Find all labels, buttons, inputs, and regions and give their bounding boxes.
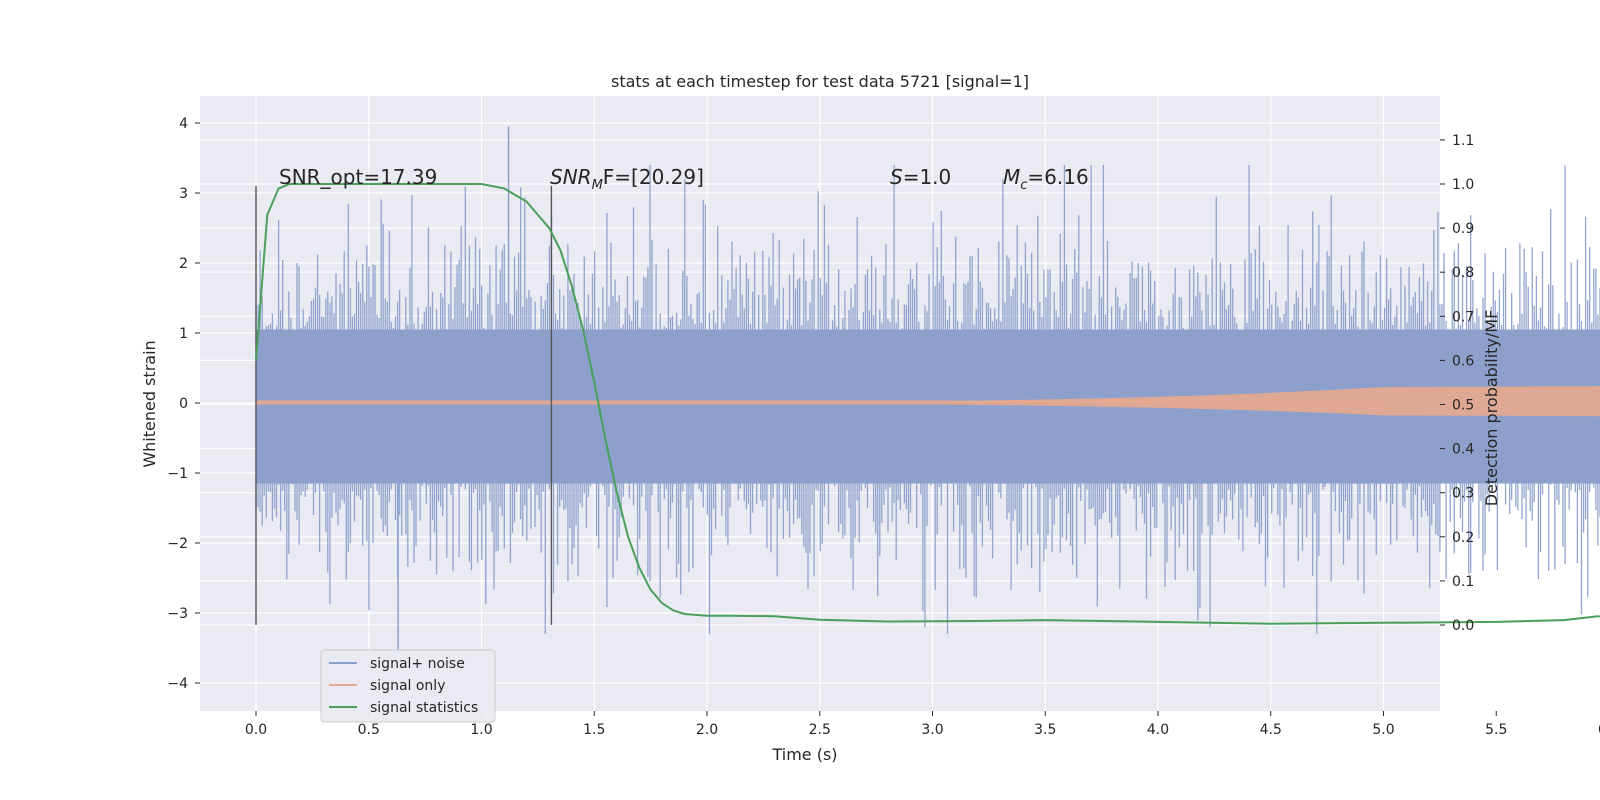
snr-mf-sub: M [592,178,603,193]
x-axis-label: Time (s) [771,745,837,764]
y2-tick-label: 1.0 [1452,177,1474,193]
legend-label-noise: signal+ noise [370,656,465,672]
y2-tick-label: 0.8 [1452,265,1474,281]
x-tick-label: 2.0 [696,722,718,738]
mc-sub: c [1020,178,1027,193]
mc-base: M [1003,165,1020,189]
y-tick-label: −4 [167,676,188,692]
x-tick-label: 0.5 [358,722,380,738]
y-tick-label: 4 [179,116,188,132]
x-tick-label: 1.0 [470,722,492,738]
y-axis-right: 0.0 0.1 0.2 0.3 0.4 0.5 0.6 0.7 0.8 0.9 1.0 1.1 [1440,133,1474,634]
y2-tick-label: 0.4 [1452,442,1474,458]
x-tick-label: 0.0 [245,722,267,738]
y2-tick-label: 0.0 [1452,618,1474,634]
legend-label-signal: signal only [370,678,445,694]
y2-tick-label: 0.2 [1452,530,1474,546]
x-tick-label: 1.5 [583,722,605,738]
y-tick-label: −3 [167,606,188,622]
legend-label-stats: signal statistics [370,700,478,716]
signal-noise-series [255,126,1600,652]
y-tick-label: 1 [179,326,188,342]
y-tick-label: 0 [179,396,188,412]
x-axis: 0.00.51.01.52.02.53.03.54.04.55.05.56.06… [245,711,1600,738]
statistics-line [255,183,1600,625]
s-base: S [890,165,903,189]
legend-box [320,649,496,723]
snr-mf-base: SNR [550,165,592,189]
x-tick-label: 4.0 [1147,722,1169,738]
y2-tick-label: 0.7 [1452,309,1474,325]
y2-tick-label: 0.9 [1452,221,1474,237]
x-tick-label: 5.0 [1372,722,1394,738]
x-tick-label: 6.0 [1598,722,1600,738]
y2-tick-label: 0.6 [1452,353,1474,369]
y2-tick-label: 0.3 [1452,486,1474,502]
s-rest: =1.0 [903,165,952,189]
legend: signal+ noise signal only signal statist… [320,649,496,723]
event-markers [255,186,553,625]
signal-only-series [256,386,1600,417]
y2-tick-label: 1.1 [1452,133,1474,149]
chart-title: stats at each timestep for test data 572… [611,72,1029,91]
annotation-snr-mf: SNRMF=[20.29] [550,165,704,193]
y2-axis-label: Detection probability/MF [1482,310,1501,507]
y-tick-label: 3 [179,186,188,202]
signal-statistics-series [255,183,1600,625]
annotation-s: S=1.0 [890,165,951,189]
y-axis-label: Whitened strain [140,340,159,467]
x-tick-label: 3.5 [1034,722,1056,738]
y2-tick-label: 0.1 [1452,574,1474,590]
y-tick-label: 2 [179,256,188,272]
x-tick-label: 4.5 [1260,722,1282,738]
y-tick-label: −2 [167,536,188,552]
snr-mf-rest: F=[20.29] [603,165,704,189]
mc-rest: =6.16 [1027,165,1088,189]
y-axis-left: −4 −3 −2 −1 0 1 2 3 4 [167,116,200,692]
x-tick-label: 2.5 [809,722,831,738]
y-tick-label: −1 [167,466,188,482]
y2-tick-label: 0.5 [1452,398,1474,414]
x-tick-label: 5.5 [1485,722,1507,738]
x-tick-label: 3.0 [921,722,943,738]
annotation-mc: Mc=6.16 [1003,165,1089,193]
annotation-snr-opt: SNR_opt=17.39 [279,165,437,189]
